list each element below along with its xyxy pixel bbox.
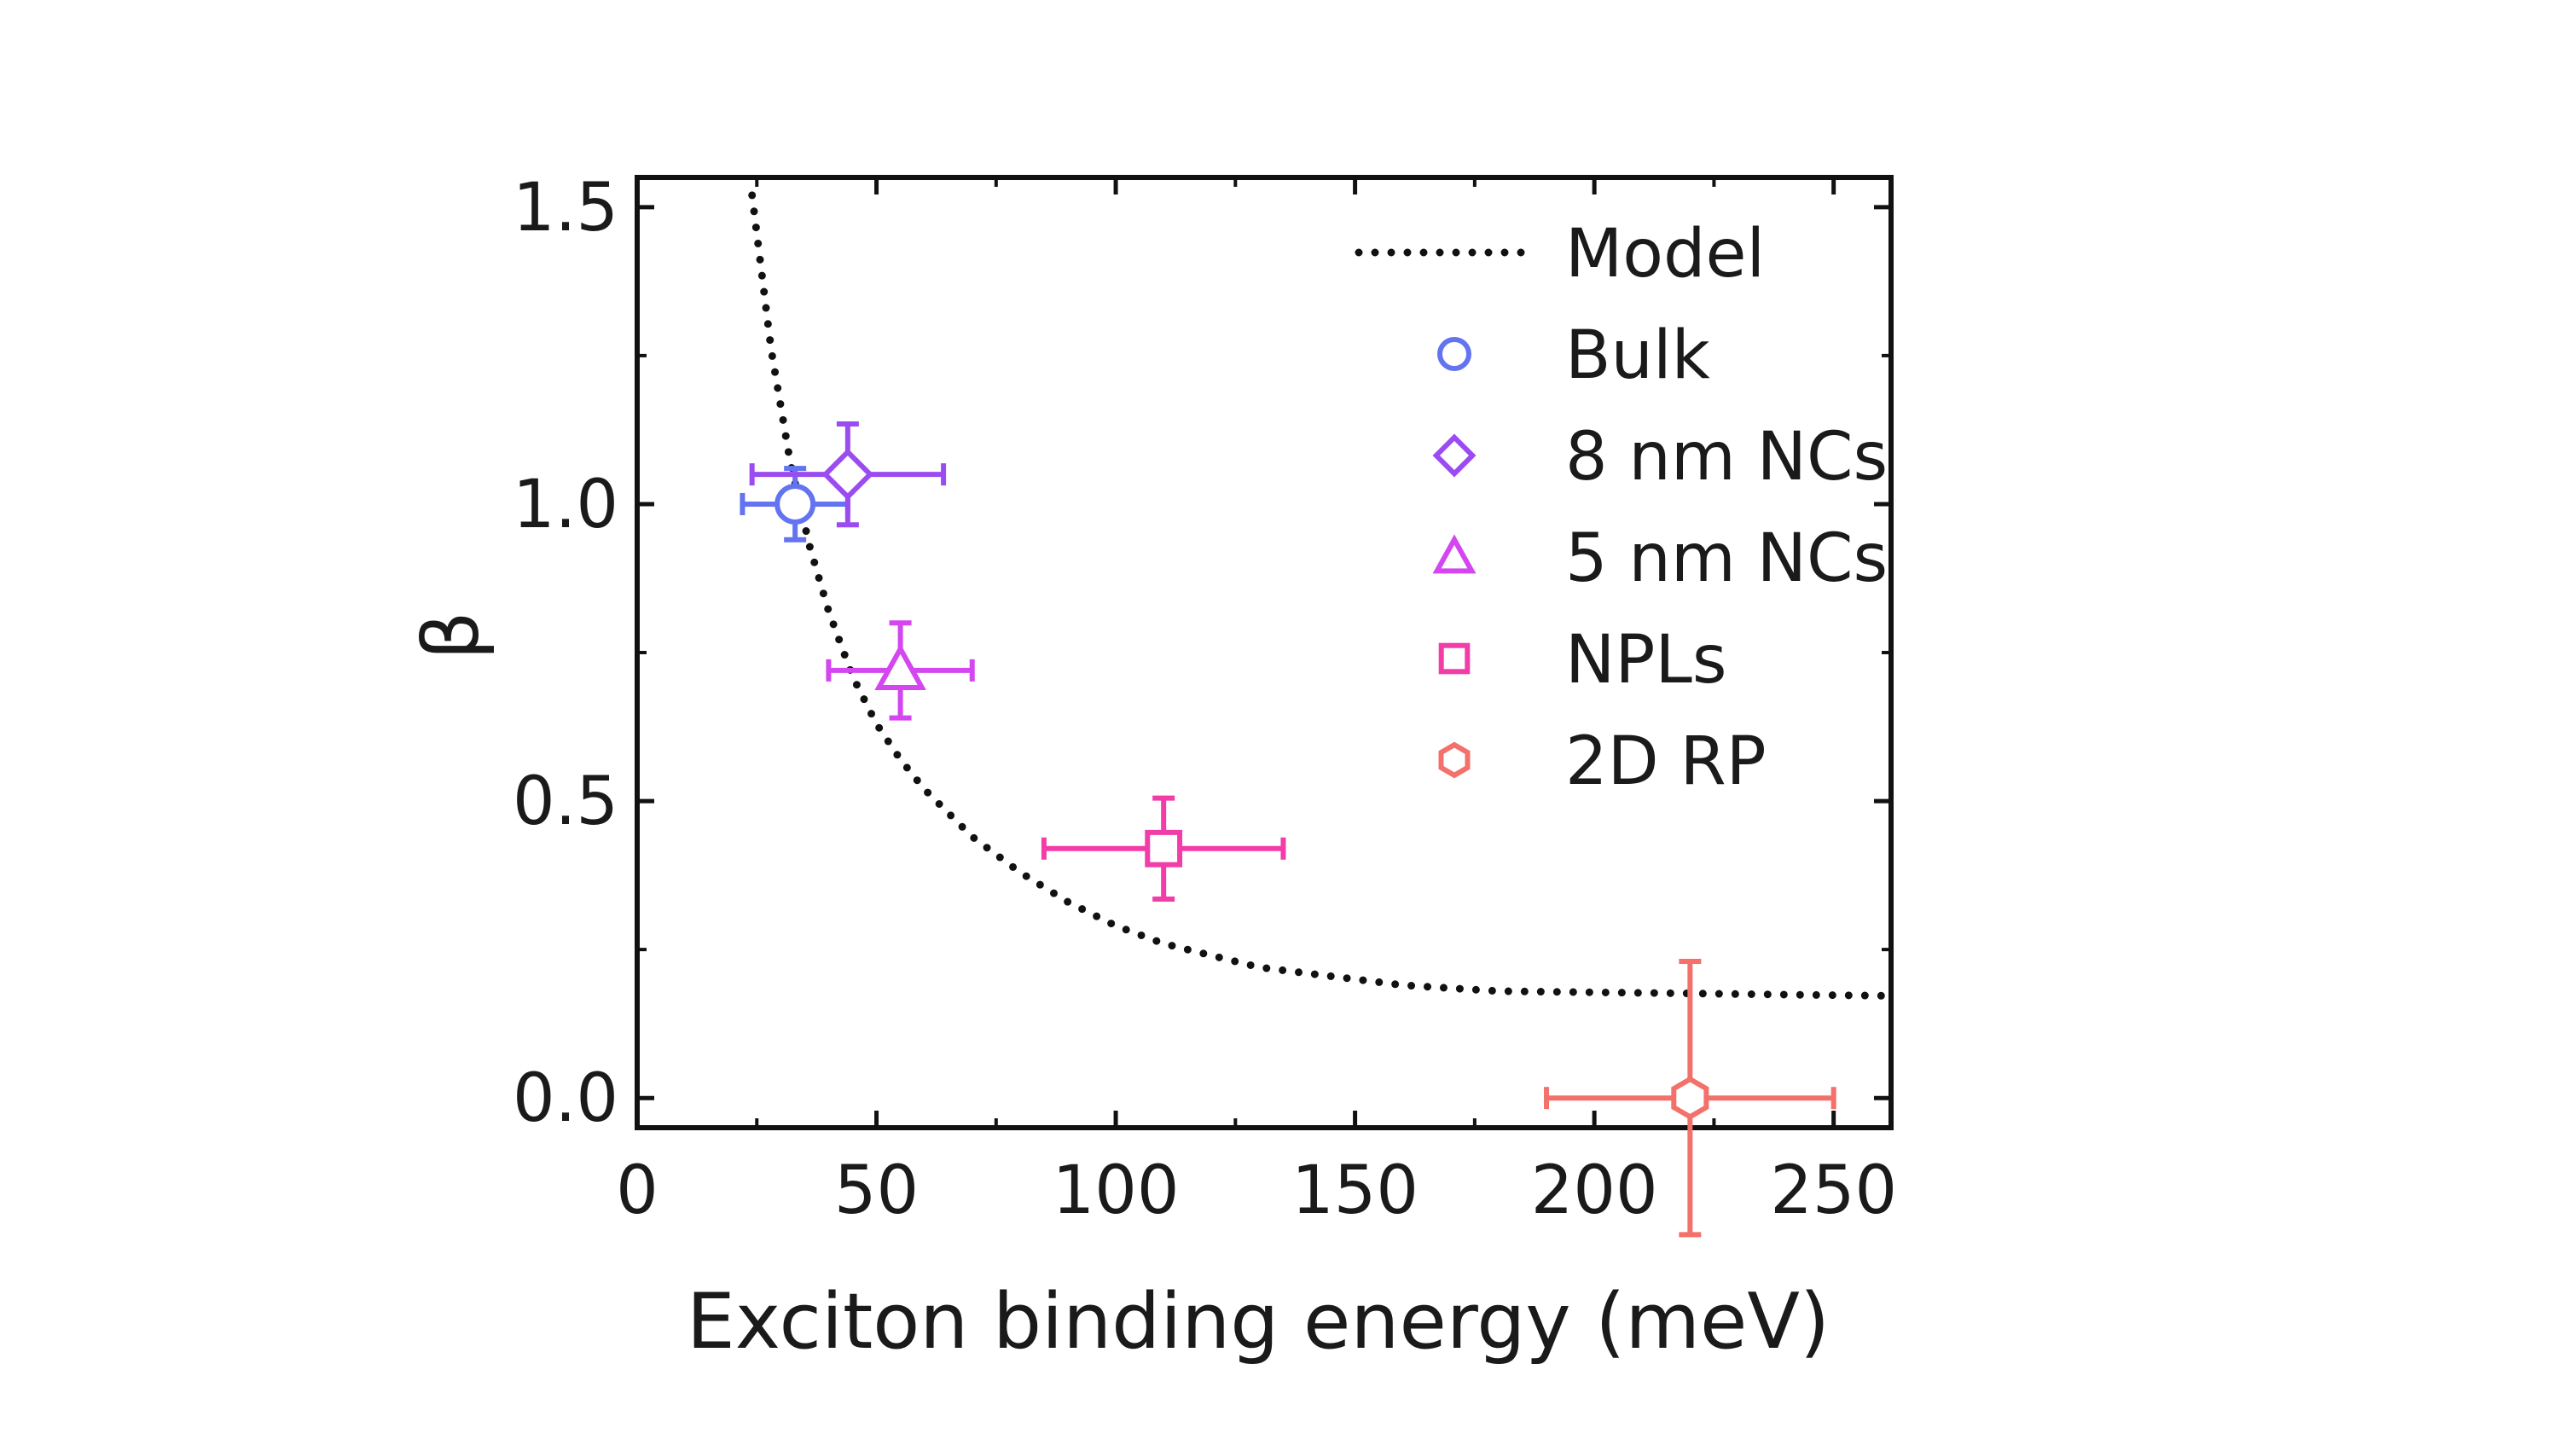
y-tick-label: 1.0 — [513, 467, 618, 543]
series-5-nm-ncs — [826, 620, 975, 721]
legend-label: Model — [1565, 216, 1765, 293]
legend-label: 5 nm NCs — [1565, 520, 1888, 597]
y-tick-label: 0.0 — [513, 1060, 618, 1137]
legend-swatch — [1438, 642, 1471, 675]
legend-swatch — [1437, 337, 1471, 371]
model-layer — [748, 191, 1895, 1000]
data-point — [1145, 829, 1183, 868]
legend-item: Model — [1355, 216, 1765, 293]
x-axis: 0 50 100 150 200 250 — [616, 177, 1897, 1229]
series-8-nm-ncs — [749, 421, 947, 528]
legend-swatch — [1438, 741, 1471, 779]
x-axis-label: Exciton binding energy (meV) — [687, 1277, 1830, 1367]
y-tick-label: 1.5 — [513, 170, 618, 247]
data-point — [874, 643, 926, 691]
y-tick-label: 0.5 — [513, 763, 618, 840]
legend-label: NPLs — [1565, 622, 1726, 699]
x-tick-label: 100 — [1053, 1152, 1180, 1229]
x-tick-label: 200 — [1531, 1152, 1658, 1229]
legend-item: Bulk — [1437, 317, 1710, 394]
legend-label: 2D RP — [1565, 723, 1767, 800]
series-npls — [1041, 795, 1286, 902]
data-point — [775, 483, 816, 525]
series-layer — [740, 421, 1836, 1238]
y-axis: 0.0 0.5 1.0 1.5 — [513, 170, 1891, 1137]
legend-item: 8 nm NCs — [1432, 419, 1888, 496]
model-curve — [748, 191, 1895, 1000]
y-axis-label: β — [407, 611, 496, 659]
legend-item: NPLs — [1438, 622, 1726, 699]
series-2d-rp — [1544, 959, 1836, 1238]
legend-swatch — [1432, 433, 1477, 478]
legend-label: Bulk — [1565, 317, 1710, 394]
x-tick-label: 150 — [1291, 1152, 1419, 1229]
legend-item: 5 nm NCs — [1432, 520, 1888, 597]
x-tick-label: 50 — [834, 1152, 919, 1229]
x-tick-label: 0 — [616, 1152, 659, 1229]
legend-item: 2D RP — [1438, 723, 1767, 800]
legend: Model Bulk 8 nm NCs 5 nm NCs NPLs 2D RP — [1355, 216, 1888, 800]
legend-swatch — [1432, 534, 1477, 574]
legend-label: 8 nm NCs — [1565, 419, 1888, 496]
data-point — [821, 448, 874, 501]
data-point — [1671, 1076, 1709, 1120]
x-tick-label: 250 — [1770, 1152, 1897, 1229]
